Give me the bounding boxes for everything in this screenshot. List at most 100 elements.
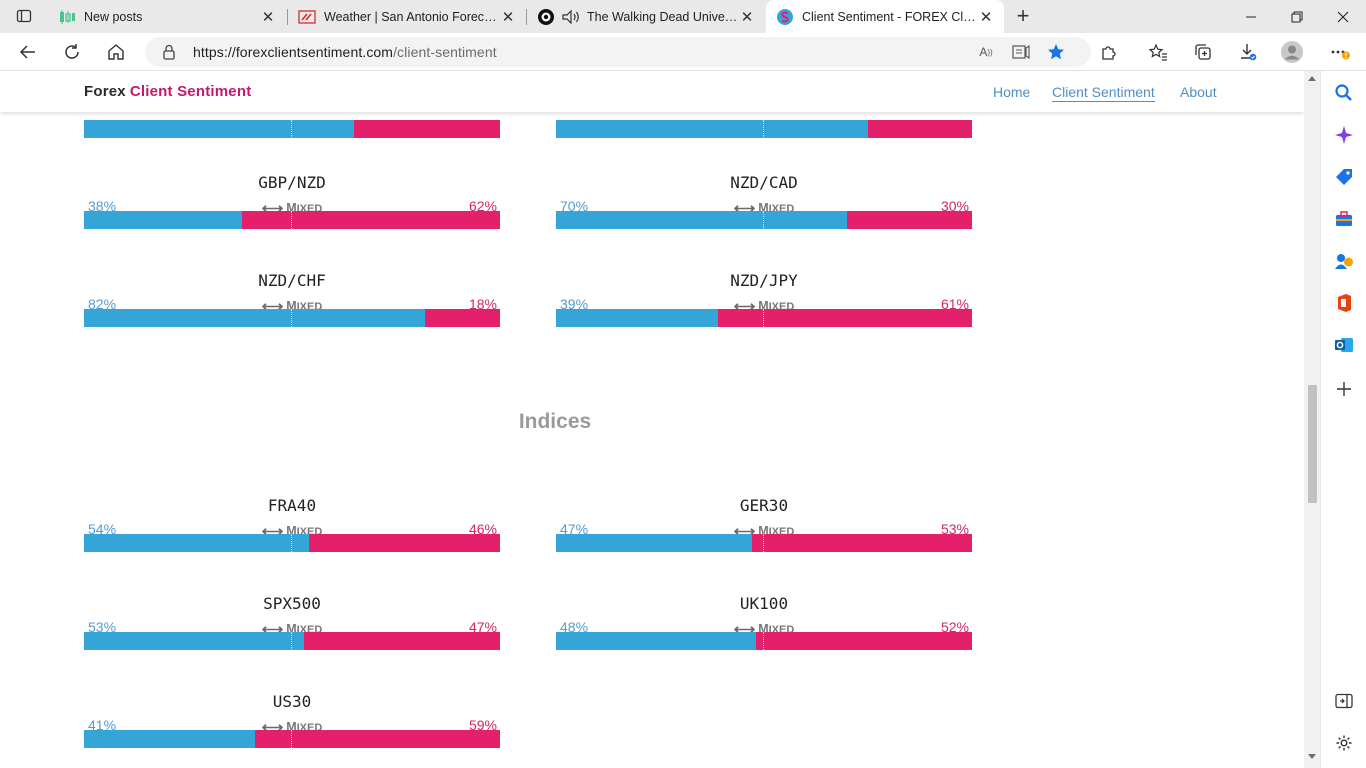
short-percent: 61% <box>940 296 969 312</box>
site-logo[interactable]: Forex Client Sentiment <box>84 83 251 100</box>
refresh-button[interactable] <box>58 38 86 66</box>
back-button[interactable] <box>14 38 42 66</box>
scroll-thumb[interactable] <box>1308 385 1317 503</box>
pair-name: GBP/NZD <box>258 173 326 192</box>
nav-client-sentiment-link[interactable]: Client Sentiment <box>1052 84 1155 102</box>
gear-icon <box>1336 735 1352 751</box>
search-button[interactable] <box>1331 80 1357 106</box>
sentiment-bar <box>84 730 500 748</box>
bar-midline <box>291 534 292 552</box>
bar-midline <box>291 211 292 229</box>
profile-button[interactable] <box>1278 38 1306 66</box>
collections-icon <box>1195 44 1211 60</box>
add-sidebar-app-button[interactable] <box>1331 376 1357 402</box>
sentiment-bar-partial <box>556 120 972 138</box>
pair-name: US30 <box>272 692 312 711</box>
bar-midline <box>291 632 292 650</box>
sentiment-bar <box>84 309 500 327</box>
nav-home-link[interactable]: Home <box>993 84 1031 100</box>
restore-button[interactable] <box>1274 0 1320 33</box>
tools-button[interactable] <box>1331 206 1357 232</box>
read-aloud-icon[interactable]: A)) <box>979 45 993 59</box>
tab-title: The Walking Dead Universe <box>587 9 739 24</box>
refresh-icon <box>65 44 79 59</box>
page-scrollbar[interactable] <box>1304 71 1320 768</box>
tab-weather[interactable]: Weather | San Antonio Forecast, ✕ <box>288 0 526 33</box>
pair-card: GBP/NZD 38% ⟷ MIXED 62% <box>84 173 500 253</box>
pair-card: FRA40 54% ⟷ MIXED 46% <box>84 496 500 576</box>
tab-new-posts[interactable]: New posts ✕ <box>48 0 286 33</box>
short-percent: 30% <box>940 198 969 214</box>
tab-client-sentiment[interactable]: Client Sentiment - FOREX Client Sentimen… <box>766 0 1004 33</box>
pair-card: SPX500 53% ⟷ MIXED 47% <box>84 594 500 674</box>
games-button[interactable] <box>1331 248 1357 274</box>
office-icon <box>1338 294 1351 312</box>
minimize-button[interactable] <box>1228 0 1274 33</box>
favorite-star-icon[interactable] <box>1045 41 1067 63</box>
tab-walking-dead[interactable]: The Walking Dead Universe ✕ <box>527 0 765 33</box>
long-percent: 70% <box>560 198 589 214</box>
outlook-button[interactable] <box>1331 332 1357 358</box>
pair-name: NZD/CAD <box>730 173 798 192</box>
sentiment-bar <box>84 632 500 650</box>
address-bar[interactable]: https://forexclientsentiment.com/client-… <box>145 37 1091 67</box>
hide-sidebar-button[interactable] <box>1331 688 1357 714</box>
sparkle-icon <box>1335 126 1353 144</box>
settings-more-button[interactable] <box>1327 38 1355 66</box>
nav-about-link[interactable]: About <box>1180 84 1217 100</box>
long-percent: 38% <box>88 198 117 214</box>
sentiment-bar <box>556 211 972 229</box>
close-icon[interactable]: ✕ <box>501 8 515 26</box>
short-percent: 52% <box>940 619 969 635</box>
short-percent: 47% <box>468 619 497 635</box>
long-percent: 39% <box>560 296 589 312</box>
close-icon[interactable]: ✕ <box>261 8 275 26</box>
copilot-button[interactable] <box>1331 122 1357 148</box>
long-fill <box>556 534 752 552</box>
close-icon[interactable]: ✕ <box>740 8 754 26</box>
toolbox-icon <box>1336 211 1352 226</box>
home-icon <box>108 44 124 60</box>
sentiment-bar-partial <box>84 120 500 138</box>
speaker-icon[interactable] <box>561 9 581 25</box>
scroll-down-arrow-icon[interactable] <box>1308 754 1316 759</box>
short-percent: 18% <box>468 296 497 312</box>
tab-actions-button[interactable] <box>9 5 39 27</box>
download-icon <box>1241 44 1257 61</box>
home-button[interactable] <box>102 38 130 66</box>
favorites-list-icon <box>1148 43 1167 61</box>
long-percent: 54% <box>88 521 117 537</box>
close-window-button[interactable] <box>1320 0 1366 33</box>
sentiment-bar <box>556 632 972 650</box>
long-fill <box>556 120 868 138</box>
pair-card: NZD/CAD 70% ⟷ MIXED 30% <box>556 173 972 253</box>
favorites-button[interactable] <box>1144 38 1172 66</box>
bar-midline <box>291 730 292 748</box>
twd-icon <box>538 8 554 25</box>
lock-icon[interactable] <box>162 44 176 60</box>
minimize-icon <box>1246 16 1256 17</box>
long-percent: 82% <box>88 296 117 312</box>
more-dots-icon <box>1331 50 1350 60</box>
bar-midline <box>763 534 764 552</box>
shopping-button[interactable] <box>1331 164 1357 190</box>
short-percent: 59% <box>468 717 497 733</box>
extensions-button[interactable] <box>1095 38 1123 66</box>
collections-button[interactable] <box>1189 38 1217 66</box>
site-header: Forex Client Sentiment Home Client Sentim… <box>0 71 1304 112</box>
tab-strip: New posts ✕ Weather | San Antonio Foreca… <box>0 0 1366 33</box>
scroll-up-arrow-icon[interactable] <box>1308 76 1316 81</box>
downloads-button[interactable] <box>1234 38 1262 66</box>
long-fill <box>84 309 426 327</box>
immersive-reader-icon[interactable] <box>1010 41 1032 63</box>
long-percent: 48% <box>560 619 589 635</box>
new-tab-button[interactable]: + <box>1016 3 1030 28</box>
tab-title: Client Sentiment - FOREX Client Sentimen… <box>802 9 978 24</box>
office-button[interactable] <box>1331 290 1357 316</box>
games-icon <box>1335 254 1353 269</box>
pair-card: UK100 48% ⟷ MIXED 52% <box>556 594 972 674</box>
url-host: https://forexclientsentiment.com <box>193 44 394 60</box>
long-fill <box>556 211 848 229</box>
close-icon[interactable]: ✕ <box>979 8 993 26</box>
sidebar-settings-button[interactable] <box>1331 730 1357 756</box>
